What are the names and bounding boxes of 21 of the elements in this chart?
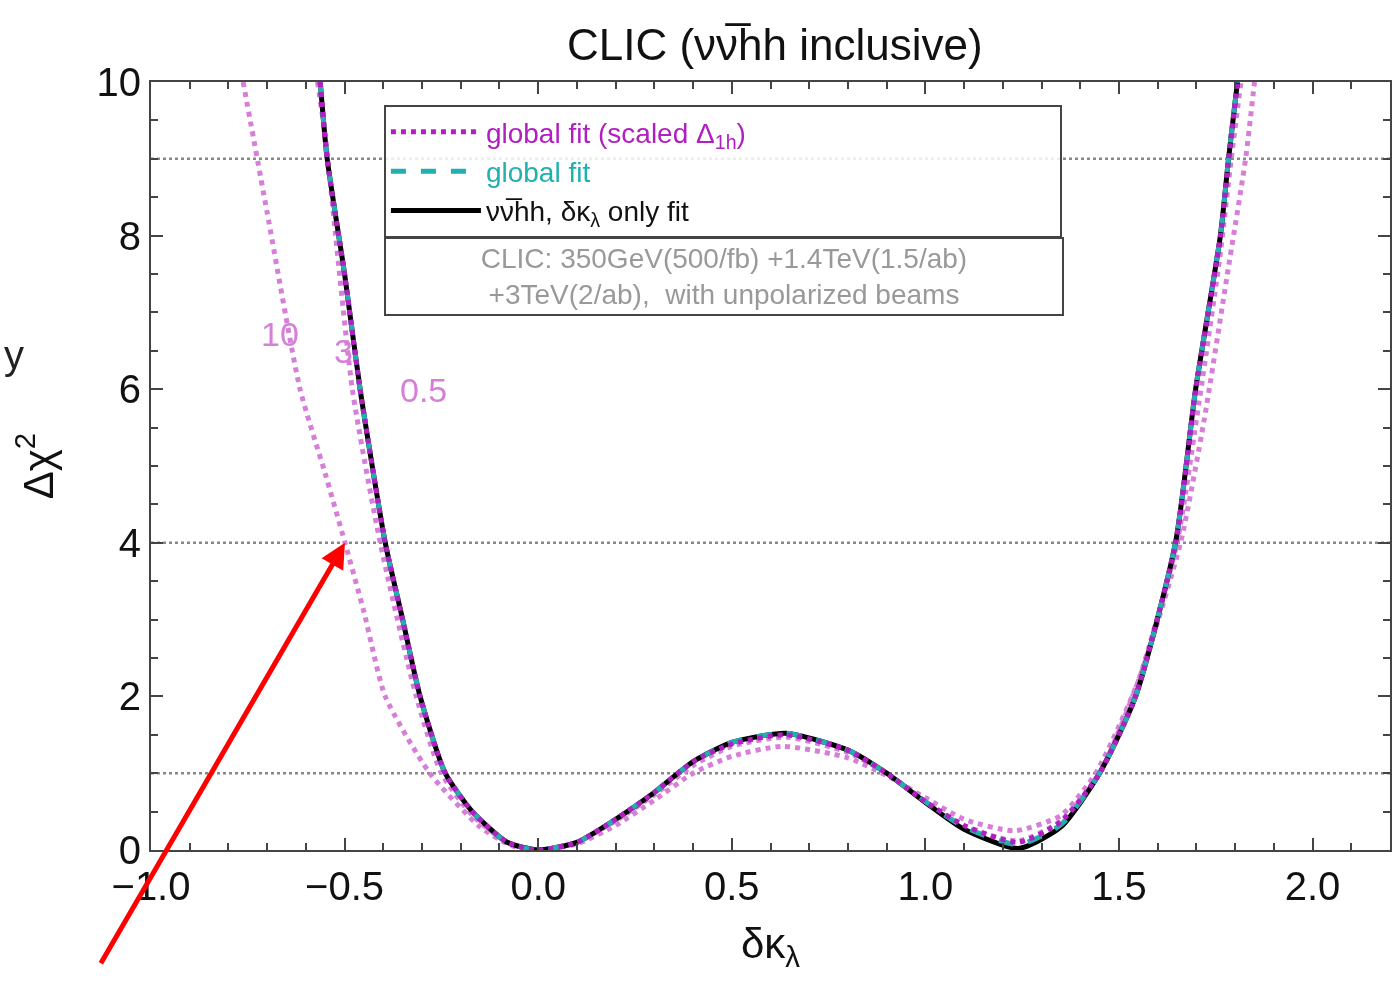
annotation: 0.5 bbox=[400, 371, 448, 409]
x-tick-label: 1.5 bbox=[1091, 864, 1147, 908]
x-tick-label: 0.5 bbox=[703, 864, 760, 908]
legend-label: νν̅hh, δκ$_{λ}$ only fit bbox=[485, 196, 689, 232]
y-tick-label: 8 bbox=[118, 213, 141, 258]
y-tick-label: 2 bbox=[118, 674, 141, 719]
y-tick-label: 4 bbox=[118, 520, 141, 565]
chart-title: CLIC (νν̅hh inclusive) bbox=[566, 20, 983, 70]
y-tick-label: 6 bbox=[118, 367, 141, 412]
annotation: 10 bbox=[261, 315, 299, 353]
x-tick-label: 1.0 bbox=[897, 864, 954, 908]
y-tick-label: 0 bbox=[118, 828, 141, 872]
y-tick-label: 10 bbox=[96, 60, 141, 104]
x-axis-title: δκ$_{λ}$ bbox=[740, 920, 801, 974]
x-tick-label: −0.5 bbox=[305, 864, 385, 908]
legend-label: global fit bbox=[485, 157, 591, 189]
x-tick-label: 0.0 bbox=[510, 864, 566, 908]
x-tick-label: 2.0 bbox=[1284, 864, 1341, 908]
legend-label: global fit (scaled Δ$_{1h}$) bbox=[485, 117, 746, 153]
text: y bbox=[4, 333, 24, 377]
annotation: CLIC: 350GeV(500/fb) +1.4TeV(1.5/ab) +3TeV(2/ab), with unpolarized beams bbox=[480, 243, 968, 311]
